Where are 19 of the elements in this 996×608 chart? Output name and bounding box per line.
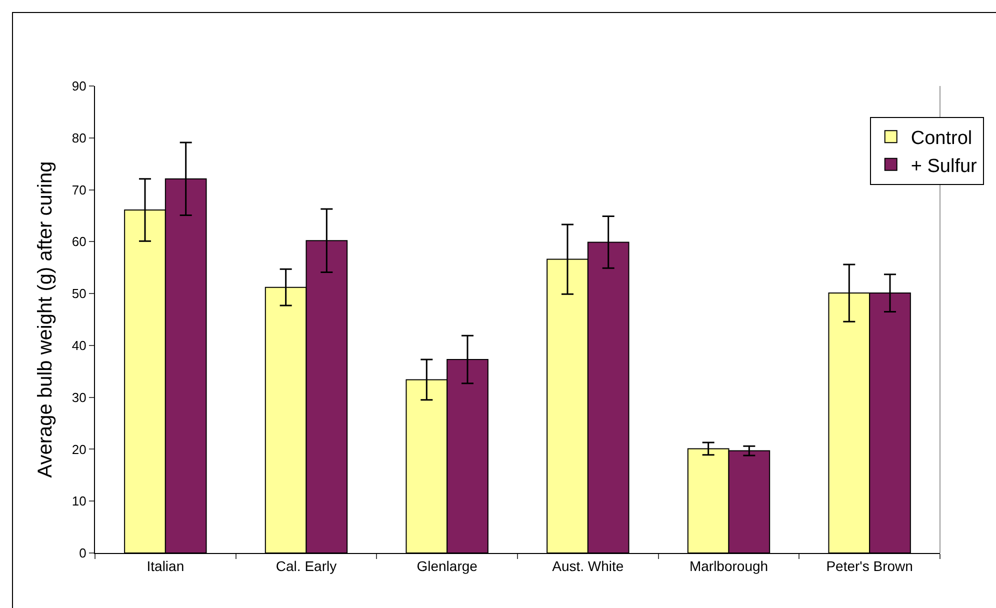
legend-label: Control bbox=[910, 128, 972, 150]
y-tick-label: 50 bbox=[72, 286, 86, 302]
y-tick-label: 30 bbox=[72, 390, 86, 405]
legend-label: + Sulfur bbox=[910, 156, 978, 177]
y-tick-label: 60 bbox=[72, 234, 86, 250]
x-tick-label: Glenlarge bbox=[416, 558, 478, 574]
x-tick-label: Italian bbox=[146, 558, 184, 574]
y-tick-label: 20 bbox=[72, 442, 86, 457]
x-tick-label: Cal. Early bbox=[276, 558, 337, 574]
y-tick-label: 70 bbox=[72, 182, 86, 198]
x-tick-label: Aust. White bbox=[552, 558, 624, 574]
x-tick-label: Peter's Brown bbox=[826, 558, 913, 574]
x-tick-label: Marlborough bbox=[689, 558, 768, 574]
y-tick-label: 40 bbox=[72, 338, 86, 353]
y-tick-label: 10 bbox=[72, 494, 86, 509]
y-tick-label: 0 bbox=[79, 546, 86, 561]
y-axis-title: Average bulb weight (g) after curing bbox=[34, 161, 56, 478]
y-tick-label: 80 bbox=[72, 130, 86, 146]
y-tick-label: 90 bbox=[72, 78, 86, 94]
